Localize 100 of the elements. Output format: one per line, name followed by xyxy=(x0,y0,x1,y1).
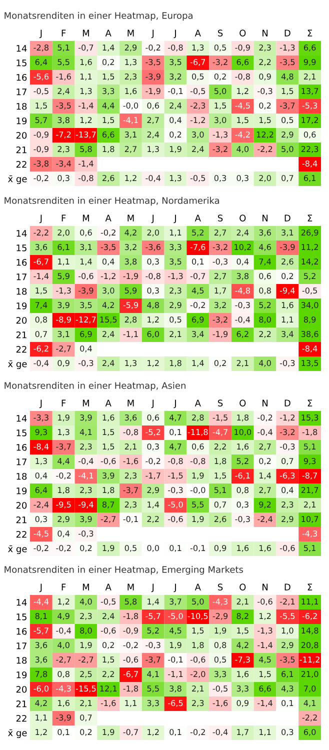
data-label: 4,0 xyxy=(259,360,271,367)
data-label: 2,3 xyxy=(124,73,136,80)
data-label: 1,2 xyxy=(80,116,92,124)
data-label: 0,2 xyxy=(102,58,114,66)
data-label: 3,1 xyxy=(80,244,92,251)
data-label: 1,9 xyxy=(170,146,182,153)
data-label: -2,0 xyxy=(190,670,206,678)
data-label: -6,2 xyxy=(34,345,48,352)
data-label: 11,2 xyxy=(302,244,318,251)
data-label: 0,9 xyxy=(58,360,70,367)
data-label: 6,6 xyxy=(304,44,316,52)
y-tick-label: 21 xyxy=(16,331,26,338)
data-label: 0,1 xyxy=(192,258,204,266)
y-tick-label: 16 xyxy=(16,74,27,81)
data-label: -0,3 xyxy=(78,530,94,538)
data-label: 4,2 xyxy=(102,302,114,309)
data-label: 1,3 xyxy=(58,428,70,436)
data-label: 0,1 xyxy=(58,728,70,736)
y-tick-label: 16 xyxy=(16,258,27,266)
data-label: -5,2 xyxy=(146,428,160,436)
data-label: 3,1 xyxy=(58,330,70,338)
x-tick-label: O xyxy=(240,400,246,406)
data-label: 0,1 xyxy=(170,728,182,736)
data-label: 1,2 xyxy=(237,88,248,95)
data-label: 1,5 xyxy=(102,656,114,664)
data-label: -3,2 xyxy=(212,58,228,66)
data-label: 0,8 xyxy=(259,287,271,294)
data-label: 1,5 xyxy=(282,88,294,95)
data-label: 5,2 xyxy=(259,302,271,309)
data-label: 1,8 xyxy=(102,146,114,153)
data-label: 3,3 xyxy=(147,700,159,707)
data-label: -0,6 xyxy=(123,656,138,664)
data-label: 2,2 xyxy=(214,443,226,450)
data-label: 1,5 xyxy=(36,102,47,110)
data-label: 2,1 xyxy=(124,443,136,450)
data-label: 2,3 xyxy=(170,287,182,294)
data-label: 9,3 xyxy=(35,428,47,436)
y-tick-label: 19 xyxy=(16,671,27,678)
data-label: 2,6 xyxy=(214,516,226,523)
data-label: 2,5 xyxy=(80,670,92,678)
data-label: -1,5 xyxy=(212,414,228,422)
data-label: 1,5 xyxy=(214,102,226,110)
data-label: 1,3 xyxy=(192,44,204,52)
data-label: -1,8 xyxy=(302,428,318,436)
x-tick-label: J xyxy=(39,30,42,38)
data-label: -4,3 xyxy=(56,685,71,692)
data-label: 1,3 xyxy=(80,88,92,95)
data-label: 1,9 xyxy=(170,642,182,649)
y-tick-label: 22 xyxy=(16,346,26,353)
data-label: 13,5 xyxy=(302,360,318,367)
data-label: -0,1 xyxy=(190,544,205,552)
data-label: 6,6 xyxy=(236,58,249,66)
data-label: 0,5 xyxy=(170,316,182,324)
data-label: -8,7 xyxy=(302,472,317,480)
data-label: 1,5 xyxy=(237,628,248,634)
data-label: -3,7 xyxy=(146,656,160,664)
data-label: 2,9 xyxy=(282,642,294,649)
y-tick-label: 15 xyxy=(16,60,26,66)
data-label: -3,2 xyxy=(212,244,228,251)
data-label: 1,1 xyxy=(282,316,294,324)
data-label: 2,9 xyxy=(124,44,137,52)
data-label: 1,2 xyxy=(148,360,159,367)
data-label: -0,3 xyxy=(78,360,94,367)
data-label: -3,4 xyxy=(56,160,71,168)
data-label: 0,7 xyxy=(80,714,92,722)
data-label: 10,7 xyxy=(302,516,318,523)
data-label: 8,2 xyxy=(236,612,248,620)
data-label: -1,7 xyxy=(146,472,160,480)
data-label: -5,7 xyxy=(146,613,160,620)
data-label: -0,2 xyxy=(190,728,205,736)
data-label: 7,4 xyxy=(259,258,271,266)
data-label: 2,7 xyxy=(214,229,226,236)
data-label: 3,5 xyxy=(80,302,92,309)
data-label: -0,4 xyxy=(78,458,94,465)
y-tick-label: 17 xyxy=(16,274,26,280)
y-tick-label: 18 xyxy=(16,656,27,664)
data-label: 3,6 xyxy=(124,414,137,422)
data-label: 4,1 xyxy=(304,700,316,707)
data-label: 1,6 xyxy=(102,414,114,422)
data-label: 0,3 xyxy=(147,258,159,266)
data-label: 1,6 xyxy=(237,544,249,552)
data-label: -1,2 xyxy=(280,414,294,422)
data-label: 1,5 xyxy=(192,628,204,634)
data-label: 0,6 xyxy=(259,272,271,280)
data-label: -0,6 xyxy=(190,656,206,664)
data-label: 4,8 xyxy=(147,302,159,309)
data-label: -0,9 xyxy=(235,44,250,52)
data-label: -4,4 xyxy=(34,598,49,606)
data-label: 1,6 xyxy=(125,88,137,95)
data-label: -0,4 xyxy=(212,728,228,736)
data-label: -1,6 xyxy=(123,458,138,465)
data-label: -1,4 xyxy=(258,700,272,707)
data-label: 3,9 xyxy=(102,472,114,480)
x-tick-label: M xyxy=(128,214,134,222)
data-label: 0,2 xyxy=(80,728,92,736)
y-tick-label: 19 xyxy=(16,487,27,494)
data-label: 14,8 xyxy=(302,627,318,634)
data-label: 12,1 xyxy=(100,685,117,692)
data-label: 1,1 xyxy=(125,700,136,707)
data-label: 2,7 xyxy=(147,116,159,124)
